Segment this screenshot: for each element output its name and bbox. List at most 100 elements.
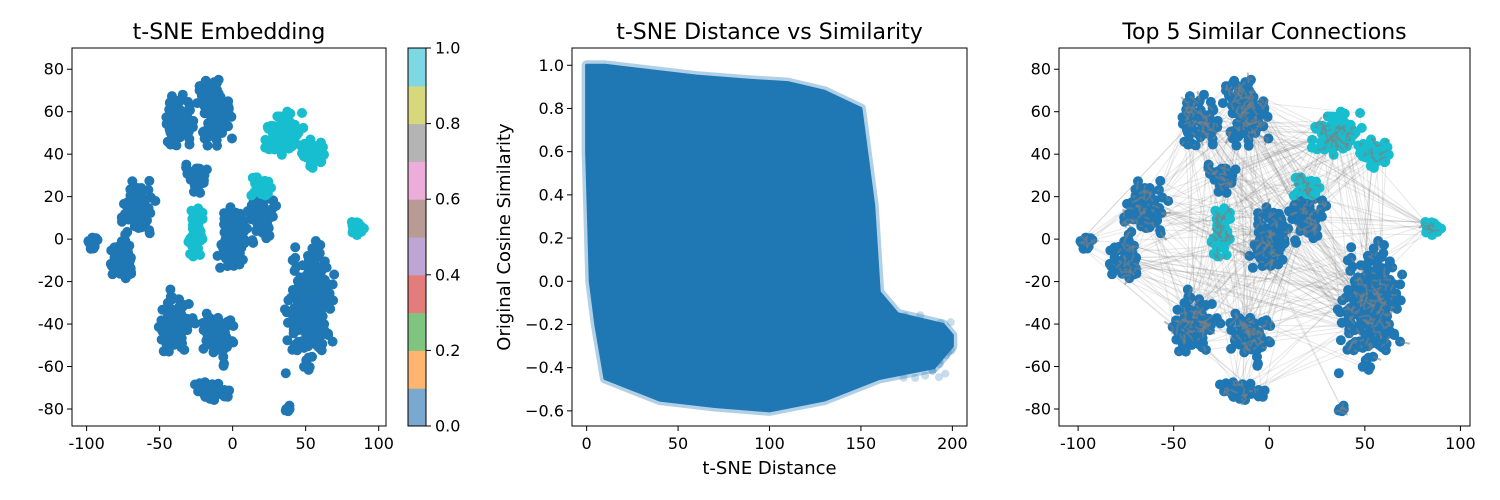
connection-line	[1298, 173, 1302, 179]
connection-line	[1245, 331, 1250, 336]
connection-line	[1246, 72, 1250, 84]
y-tick-label: -60	[1025, 357, 1051, 376]
data-point	[1180, 346, 1191, 357]
y-tick-label: 0	[1041, 230, 1051, 249]
data-point	[901, 311, 910, 320]
data-point	[899, 349, 908, 358]
connection-line	[1348, 315, 1353, 319]
connection-line	[1178, 333, 1183, 339]
connection-line	[1196, 330, 1201, 333]
distance-vs-similarity-panel: t-SNE Distance vs Similarity 0 50 100 150 200…	[494, 20, 968, 479]
connection-line	[1269, 319, 1274, 327]
data-point	[228, 321, 239, 332]
data-point	[306, 153, 317, 164]
y-tick-label: 60	[44, 102, 64, 121]
connection-line	[1295, 195, 1301, 202]
data-point	[193, 218, 204, 229]
connection-line	[1427, 221, 1433, 227]
data-point	[283, 295, 294, 306]
data-point	[920, 348, 929, 357]
data-point	[237, 254, 248, 265]
connection-line	[1267, 336, 1272, 342]
data-point	[899, 373, 908, 382]
connection-line	[1174, 319, 1177, 323]
connection-line	[1314, 116, 1323, 128]
connection-line	[1326, 133, 1334, 143]
data-point	[323, 330, 334, 341]
connection-line	[1249, 94, 1255, 98]
data-point	[928, 366, 937, 375]
data-point	[1389, 330, 1400, 341]
data-point	[1207, 139, 1218, 150]
data-point	[1306, 142, 1317, 153]
connection-line	[1347, 345, 1352, 351]
data-point	[306, 300, 317, 311]
colorbar-swatch	[408, 48, 426, 87]
connection-line	[1374, 334, 1377, 337]
connection-line	[1379, 156, 1383, 159]
connection-line	[1354, 339, 1358, 343]
connection-line	[1364, 293, 1369, 302]
data-point	[272, 111, 283, 122]
connection-line	[1235, 96, 1243, 103]
connection-line	[1144, 195, 1151, 202]
data-point	[260, 142, 271, 153]
data-point	[876, 360, 885, 369]
connection-line	[1333, 130, 1338, 134]
connection-line	[1294, 223, 1302, 231]
connection-line	[1211, 122, 1216, 130]
connection-line	[1206, 164, 1210, 168]
colorbar-swatch	[408, 312, 426, 351]
data-point	[218, 360, 229, 371]
connection-line	[1243, 112, 1248, 119]
connection-line	[1272, 248, 1276, 252]
connection-line	[1378, 282, 1387, 287]
connection-line	[1246, 106, 1249, 109]
data-point	[112, 264, 123, 275]
connection-line	[1372, 279, 1379, 283]
connection-line	[1370, 299, 1380, 303]
connection-line	[1302, 179, 1308, 185]
y-tick-label: 80	[1031, 60, 1051, 79]
data-point	[1214, 241, 1225, 252]
data-point	[1231, 140, 1242, 151]
connection-line	[1240, 323, 1244, 328]
data-point	[282, 335, 293, 346]
scatter-points	[581, 60, 958, 416]
data-point	[176, 119, 187, 130]
connection-line	[1250, 96, 1393, 268]
data-point	[184, 139, 195, 150]
connection-line	[1123, 267, 1128, 272]
connection-line	[1121, 242, 1127, 250]
data-point	[280, 368, 291, 379]
y-tick-label: -20	[38, 272, 64, 291]
data-point	[85, 235, 96, 246]
connection-line	[1250, 127, 1259, 134]
data-point	[166, 294, 177, 305]
data-point	[205, 92, 216, 103]
axes-frame	[1058, 47, 1471, 427]
connection-line	[1230, 388, 1238, 395]
connection-line	[1320, 131, 1325, 135]
connection-line	[1236, 330, 1351, 388]
data-point	[867, 321, 876, 330]
x-tick-label: 50	[1355, 434, 1375, 453]
connection-line	[1271, 253, 1281, 258]
connection-line	[1253, 387, 1257, 394]
connection-line	[1333, 134, 1337, 137]
data-point	[893, 363, 902, 372]
connection-line	[1240, 228, 1442, 326]
connection-line	[1375, 291, 1379, 296]
connection-line	[1355, 308, 1361, 315]
connection-line	[1341, 406, 1347, 411]
connection-line	[1244, 324, 1252, 327]
data-point	[318, 279, 329, 290]
connection-line	[1254, 224, 1260, 231]
connection-line	[1207, 167, 1214, 173]
connection-line	[1311, 152, 1366, 182]
data-point	[205, 318, 216, 329]
connection-line	[1090, 108, 1248, 239]
data-point	[132, 212, 143, 223]
connection-line	[1390, 305, 1396, 309]
data-point	[1223, 90, 1234, 101]
